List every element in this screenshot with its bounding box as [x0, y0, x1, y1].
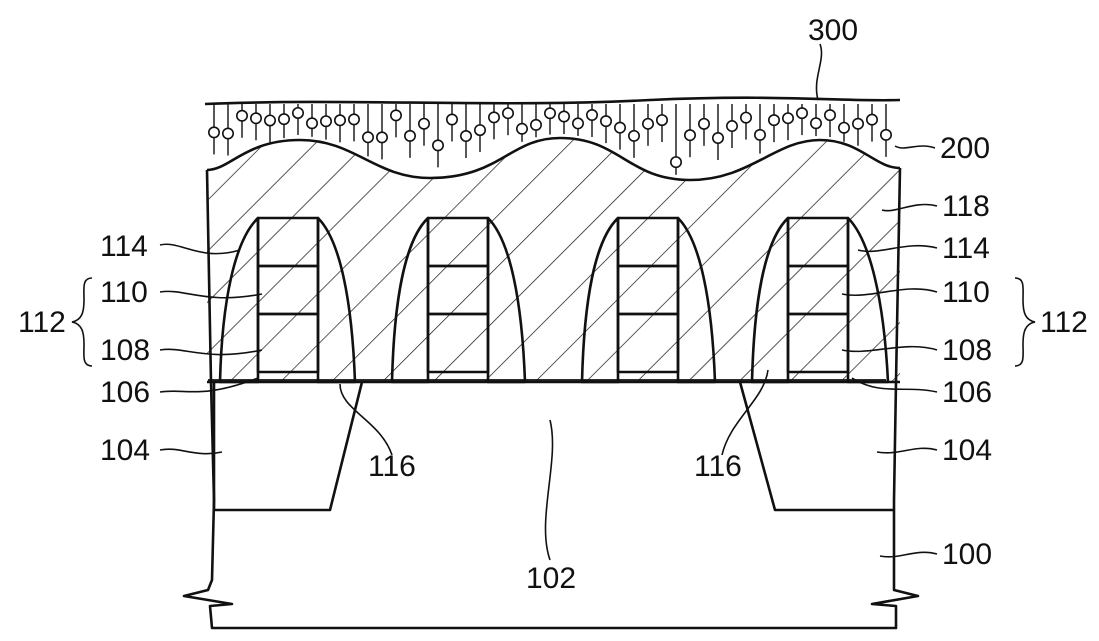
label-104-left: 104	[100, 434, 150, 467]
particle-200	[419, 119, 429, 129]
particle-200	[377, 132, 387, 142]
particle-200	[503, 108, 513, 118]
particle-200	[335, 115, 345, 125]
particle-200	[713, 133, 723, 143]
label-114-left: 114	[100, 230, 148, 263]
label-106-right: 106	[942, 376, 992, 409]
particle-200	[279, 114, 289, 124]
layer-118	[200, 130, 910, 390]
particle-200	[349, 114, 359, 124]
particle-200	[475, 125, 485, 135]
particle-200	[685, 130, 695, 140]
particle-200	[517, 124, 527, 134]
particle-200	[867, 114, 877, 124]
isolation-104-left	[214, 382, 362, 510]
particle-200	[489, 112, 499, 122]
particle-200	[629, 131, 639, 141]
particle-200	[825, 110, 835, 120]
particle-200	[461, 131, 471, 141]
label-300: 300	[808, 14, 858, 47]
particle-200	[447, 114, 457, 124]
particle-200	[881, 130, 891, 140]
label-200: 200	[940, 132, 990, 165]
label-112-left: 112	[18, 306, 66, 339]
particle-200	[727, 121, 737, 131]
particle-200	[545, 108, 555, 118]
particle-200	[741, 112, 751, 122]
particle-200	[265, 115, 275, 125]
particle-200	[811, 118, 821, 128]
particle-200	[699, 119, 709, 129]
particle-200	[391, 110, 401, 120]
particle-200	[839, 123, 849, 133]
layer-300	[205, 98, 900, 104]
particle-200	[615, 122, 625, 132]
label-116-left: 116	[368, 450, 416, 483]
particle-200	[755, 130, 765, 140]
label-100: 100	[942, 538, 992, 571]
particle-200	[293, 108, 303, 118]
particle-200	[783, 113, 793, 123]
label-104-right: 104	[942, 434, 992, 467]
label-110-left: 110	[100, 276, 148, 309]
particle-200	[671, 157, 681, 167]
label-108-right: 108	[942, 334, 992, 367]
particle-200	[587, 110, 597, 120]
particle-200	[307, 118, 317, 128]
particle-200	[601, 116, 611, 126]
particle-200	[223, 128, 233, 138]
particle-200	[573, 118, 583, 128]
particle-200	[531, 120, 541, 130]
isolation-104-right	[740, 382, 895, 510]
particle-200	[405, 131, 415, 141]
particle-200	[237, 111, 247, 121]
particle-200	[321, 116, 331, 126]
particle-200	[209, 127, 219, 137]
particle-200	[657, 115, 667, 125]
particle-200	[559, 111, 569, 121]
particle-200	[797, 108, 807, 118]
label-118: 118	[942, 190, 990, 223]
label-116-right: 116	[694, 450, 742, 483]
label-108-left: 108	[100, 334, 150, 367]
particle-200	[853, 119, 863, 129]
particle-200	[433, 140, 443, 150]
label-102: 102	[526, 562, 576, 595]
label-110-right: 110	[942, 276, 990, 309]
particle-200	[769, 115, 779, 125]
particle-200	[363, 132, 373, 142]
label-106-left: 106	[100, 376, 150, 409]
particle-200	[643, 119, 653, 129]
label-112-right: 112	[1040, 306, 1088, 339]
particle-200	[251, 113, 261, 123]
label-114-right: 114	[942, 232, 990, 265]
